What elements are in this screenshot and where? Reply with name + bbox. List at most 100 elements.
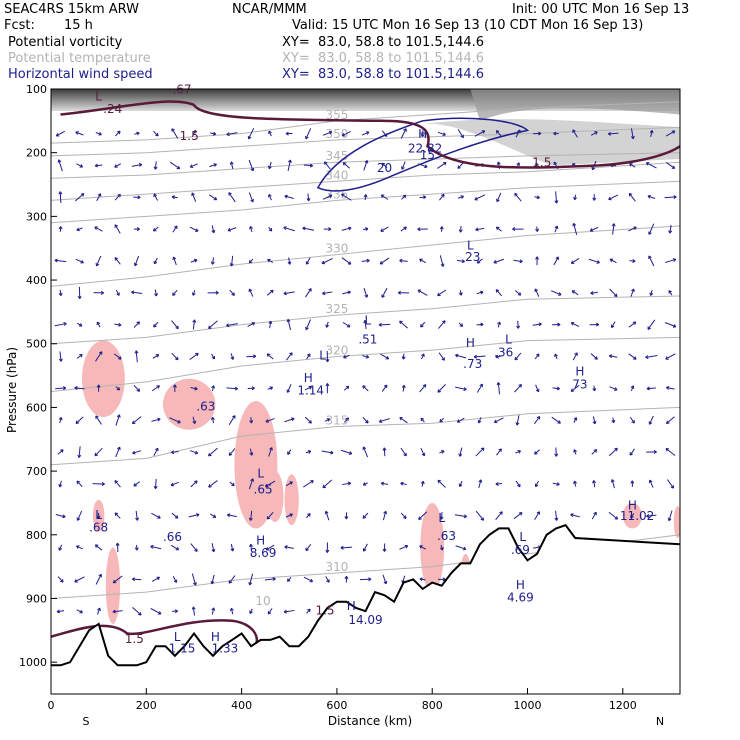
wind-vector <box>305 128 312 140</box>
contour-label: .68 <box>89 521 108 535</box>
wind-vector <box>496 448 502 456</box>
field-xy-wind: XY= 83.0, 58.8 to 101.5,144.6 <box>282 67 485 82</box>
wind-vector <box>361 131 370 136</box>
wind-vector-head <box>592 480 597 484</box>
wind-vector <box>380 226 389 232</box>
wind-vector-head <box>593 449 598 453</box>
wind-vector <box>496 192 502 202</box>
wind-vector-head <box>573 417 578 421</box>
contour-label: H <box>575 365 584 379</box>
wind-vector <box>457 417 465 423</box>
wind-vector <box>513 512 523 520</box>
wind-vector-head <box>75 420 80 424</box>
wind-vector-head <box>364 227 369 231</box>
wind-vector <box>265 544 275 551</box>
wind-vector-head <box>380 228 384 232</box>
wind-vector-head <box>250 478 255 482</box>
wind-vector <box>285 513 293 518</box>
wind-vector-head <box>94 452 99 457</box>
wind-vector <box>95 164 103 167</box>
contour-label: -.24 <box>99 102 122 116</box>
wind-vector <box>305 288 312 298</box>
wind-vector <box>112 575 123 584</box>
wind-vector <box>455 545 467 550</box>
wind-vector-head <box>118 322 122 327</box>
wind-vector-head <box>630 480 635 484</box>
wind-vector-head <box>58 191 63 195</box>
wind-vector-head <box>232 415 236 419</box>
wind-vector <box>56 610 65 613</box>
wind-vector <box>478 479 482 489</box>
wind-vector-head <box>286 389 291 393</box>
wind-vector-head <box>288 159 292 163</box>
wind-vector-head <box>268 130 272 135</box>
wind-vector-head <box>344 516 349 520</box>
wind-vector <box>555 510 558 521</box>
wind-vector-head <box>306 197 311 202</box>
y-axis-label: Pressure (hPa) <box>5 347 19 433</box>
wind-vector <box>342 482 351 486</box>
wind-vector <box>131 291 143 295</box>
valid-time: Valid: 15 UTC Mon 16 Sep 13 (10 CDT Mon … <box>292 18 644 33</box>
wind-vector-head <box>570 388 575 392</box>
wind-vector <box>265 418 275 423</box>
wind-vector <box>58 159 63 172</box>
wind-vector-head <box>461 259 465 264</box>
wind-vector <box>268 447 273 457</box>
wind-vector <box>230 353 234 360</box>
wind-vector-head <box>420 323 424 328</box>
wind-vector-head <box>399 320 403 325</box>
wind-vector <box>460 225 462 233</box>
wind-vector-head <box>134 547 139 551</box>
wind-vector-head <box>648 255 652 259</box>
wind-vector <box>114 480 121 488</box>
contour-label: 23 <box>465 250 480 264</box>
wind-vector-head <box>283 291 287 296</box>
wind-vector-head <box>308 386 312 390</box>
wind-vector-head <box>590 291 594 295</box>
wind-vector <box>379 418 391 423</box>
wind-vector <box>669 224 672 234</box>
wind-vector-head <box>629 163 633 167</box>
pv-positive-region <box>284 474 299 526</box>
wind-vector <box>133 321 140 328</box>
wind-vector-head <box>455 353 459 358</box>
wind-vector-head <box>591 166 596 171</box>
wind-vector-head <box>96 515 101 519</box>
wind-vector-head <box>226 323 230 328</box>
wind-vector <box>76 545 83 550</box>
y-tick-label: 300 <box>26 210 47 223</box>
wind-vector-head <box>251 322 256 326</box>
wind-vector-head <box>608 196 612 201</box>
wind-vector <box>305 544 312 552</box>
wind-vector <box>628 353 637 360</box>
wind-vector-head <box>514 192 518 197</box>
wind-vector-head <box>440 263 445 267</box>
wind-vector <box>341 131 351 137</box>
wind-vector-head <box>499 511 503 515</box>
wind-vector-head <box>594 131 598 135</box>
wind-vector <box>438 320 446 329</box>
contour-label: .63 <box>437 529 456 543</box>
wind-vector-head <box>516 325 521 329</box>
field-xy-theta: XY= 83.0, 58.8 to 101.5,144.6 <box>282 51 485 66</box>
wind-vector <box>325 576 330 583</box>
isentrope-350 <box>51 126 680 157</box>
wind-vector <box>266 353 274 360</box>
wind-vector <box>496 226 502 232</box>
wind-vector-head <box>460 195 464 199</box>
wind-vector <box>553 256 559 266</box>
wind-vector-head <box>322 291 326 296</box>
wind-vector <box>476 291 484 295</box>
wind-vector <box>250 544 253 551</box>
wind-vector-head <box>171 195 176 200</box>
wind-vector-head <box>195 352 199 357</box>
wind-vector-head <box>439 419 443 423</box>
wind-vector <box>550 290 562 296</box>
wind-vector-head <box>138 162 143 167</box>
wind-vector <box>95 351 103 362</box>
wind-vector <box>284 195 294 200</box>
wind-vector-head <box>536 416 541 420</box>
wind-vector <box>230 543 234 552</box>
wind-vector <box>152 354 159 359</box>
